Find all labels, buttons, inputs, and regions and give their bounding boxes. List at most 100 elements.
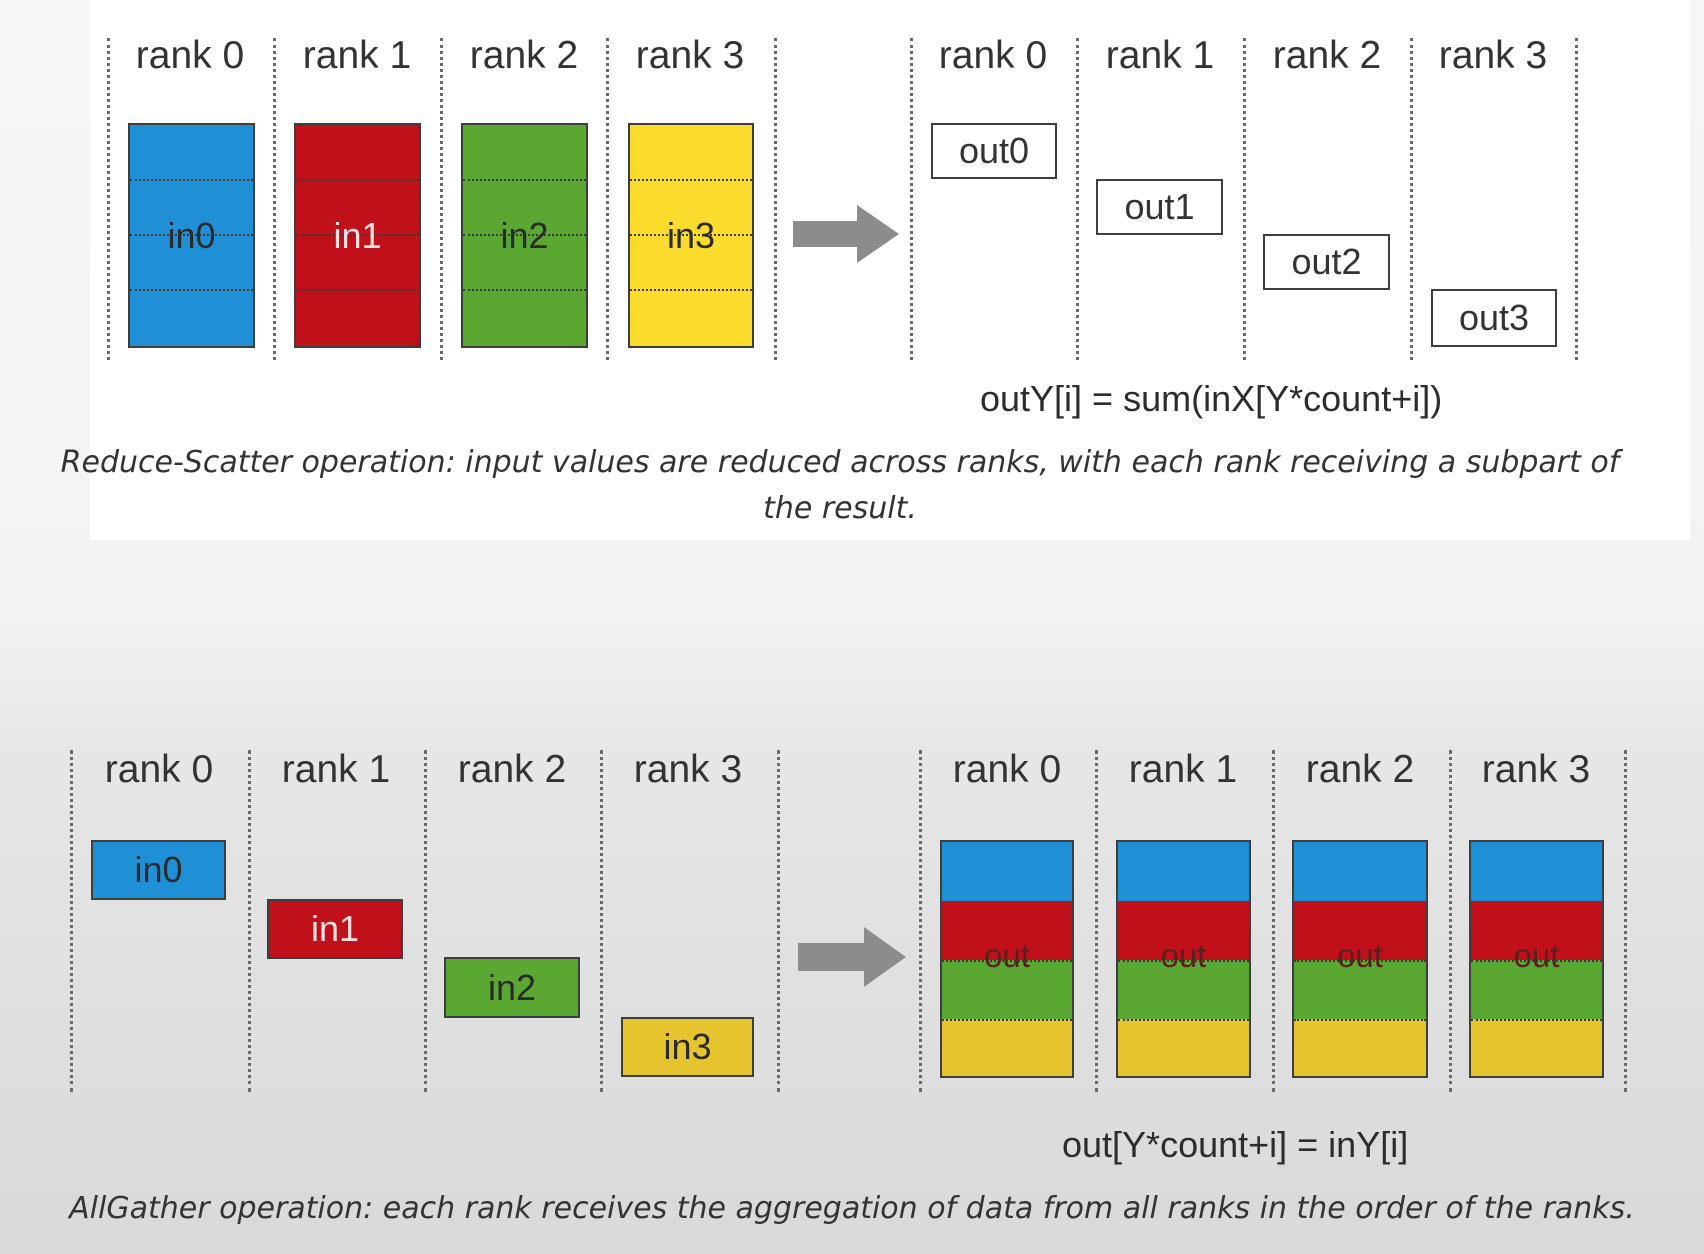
rs-input-separator [606,38,609,360]
ag-caption: AllGather operation: each rank receives … [69,1191,1635,1226]
ag-segment-yellow [1294,1019,1426,1076]
rs-output-separator [1575,38,1578,360]
ag-input-rank-label: rank 2 [457,748,567,791]
ag-segment-red [1118,901,1249,960]
ag-arrow-icon [798,927,906,987]
rs-input-label: in0 [167,214,216,256]
rs-output-rank-label: rank 0 [938,34,1048,77]
ag-output-label: out [1160,937,1207,974]
ag-segment-red [1294,901,1426,960]
ag-segment-green [1294,960,1426,1019]
rs-output-label: out0 [958,130,1030,171]
ag-segment-blue [1294,842,1426,901]
rs-input-separator [774,38,777,360]
rs-output-separator [1076,38,1079,360]
ag-output-stack-rank0: out [940,840,1074,1078]
ag-input-label: in3 [663,1026,712,1067]
ag-output-rank-label: rank 0 [952,748,1062,791]
rs-block-row-divider [463,179,586,181]
rs-output-box-out2: out2 [1263,234,1390,290]
rs-input-block-in0: in0 [128,123,255,348]
rs-input-rank-label: rank 1 [302,34,412,77]
rs-block-row-divider [296,179,419,181]
ag-output-stack-rank1: out [1116,840,1251,1078]
ag-input-block-in1: in1 [267,899,403,959]
rs-block-row-divider [296,289,419,291]
rs-input-block-in3: in3 [628,123,754,348]
ag-segment-green [1118,960,1249,1019]
ag-input-label: in0 [134,849,183,890]
ag-formula: out[Y*count+i] = inY[i] [1062,1124,1409,1165]
rs-input-rank-label: rank 3 [635,34,745,77]
ag-segment-yellow [942,1019,1072,1076]
ag-segment-yellow [1471,1019,1602,1076]
rs-input-rank-label: rank 2 [469,34,579,77]
rs-block-row-divider [463,289,586,291]
rs-input-block-in1: in1 [294,123,421,348]
rs-caption: Reduce-Scatter operation: input values a… [60,445,1620,526]
ag-output-stack-rank2: out [1292,840,1428,1078]
rs-output-rank-label: rank 1 [1105,34,1215,77]
ag-input-label: in1 [310,908,360,949]
ag-input-block-in3: in3 [621,1017,754,1077]
ag-input-block-in2: in2 [444,957,580,1018]
ag-segment-red [1471,901,1602,960]
rs-arrow-icon [793,205,899,263]
ag-input-rank-label: rank 3 [633,748,743,791]
ag-segment-yellow [1118,1019,1249,1076]
rs-block-row-divider [630,179,752,181]
ag-output-label: out [1337,937,1383,974]
ag-input-separator [777,750,780,1092]
rs-block-row-divider [296,234,419,236]
rs-input-label: in2 [500,214,549,256]
rs-input-rank-label: rank 0 [135,34,245,77]
rs-input-separator [107,38,110,360]
rs-input-separator [273,38,276,360]
ag-output-label: out [1513,937,1560,974]
ag-segment-blue [942,842,1072,901]
rs-block-row-divider [630,289,752,291]
rs-formula: outY[i] = sum(inX[Y*count+i]) [980,378,1443,419]
rs-block-row-divider [130,289,253,291]
ag-input-separator [248,750,251,1092]
rs-output-box-out3: out3 [1431,289,1557,347]
ag-output-separator [1272,750,1275,1092]
rs-input-label: in1 [333,214,382,256]
ag-input-separator [600,750,603,1092]
ag-segment-green [1471,960,1602,1019]
ag-input-separator [70,750,73,1092]
rs-input-label: in3 [666,214,716,256]
ag-output-rank-label: rank 2 [1305,748,1415,791]
ag-input-block-in0: in0 [91,840,226,900]
ag-input-rank-label: rank 1 [281,748,391,791]
rs-output-rank-label: rank 2 [1272,34,1382,77]
rs-block-row-divider [463,234,586,236]
rs-block-row-divider [130,234,253,236]
rs-output-box-out1: out1 [1096,179,1223,235]
rs-output-separator [1410,38,1413,360]
rs-output-label: out3 [1458,297,1530,338]
rs-output-separator [910,38,913,360]
ag-output-separator [919,750,922,1092]
ag-input-separator [424,750,427,1092]
rs-block-row-divider [630,234,752,236]
ag-output-rank-label: rank 3 [1481,748,1591,791]
ag-output-separator [1624,750,1627,1092]
ag-segment-blue [1118,842,1249,901]
ag-input-rank-label: rank 0 [104,748,214,791]
rs-output-label: out1 [1124,186,1195,227]
rs-output-rank-label: rank 3 [1438,34,1548,77]
ag-output-separator [1095,750,1098,1092]
ag-output-separator [1449,750,1452,1092]
rs-output-label: out2 [1291,241,1362,282]
ag-segment-red [942,901,1072,960]
rs-output-box-out0: out0 [931,123,1057,179]
ag-output-rank-label: rank 1 [1128,748,1238,791]
ag-segment-green [942,960,1072,1019]
ag-input-label: in2 [487,966,537,1008]
rs-input-block-in2: in2 [461,123,588,348]
ag-output-label: out [984,937,1030,974]
rs-input-separator [440,38,443,360]
ag-segment-blue [1471,842,1602,901]
ag-output-stack-rank3: out [1469,840,1604,1078]
